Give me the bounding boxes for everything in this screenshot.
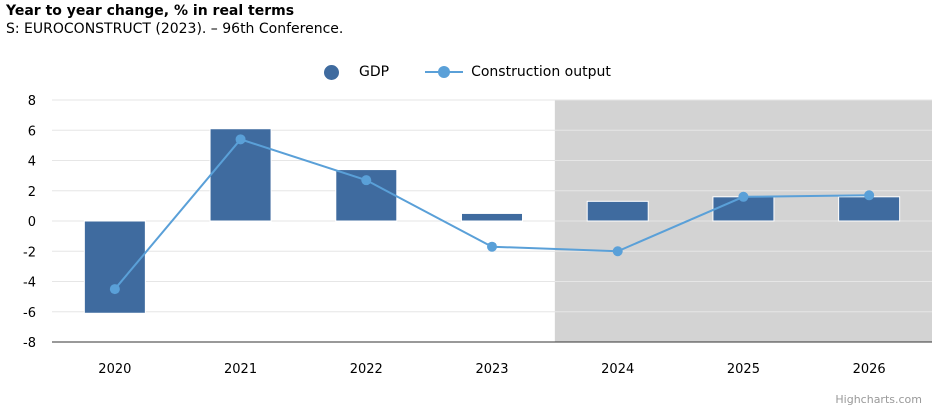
gdp-bar: [586, 200, 649, 222]
legend-line-marker-icon: [425, 66, 464, 78]
legend-item-construction-output[interactable]: Construction output: [425, 64, 611, 80]
x-tick-label: 2022: [350, 362, 383, 377]
y-tick-label: -2: [23, 245, 36, 260]
x-tick-label: 2026: [853, 362, 886, 377]
y-tick-label: 0: [28, 215, 36, 230]
legend-construction-output-label: Construction output: [471, 64, 611, 80]
chart-title: Year to year change, % in real terms: [6, 3, 295, 19]
y-tick-label: 4: [28, 155, 36, 170]
construction-output-point: [361, 175, 372, 186]
legend-gdp-label: GDP: [359, 64, 390, 80]
x-tick-label: 2020: [98, 362, 131, 377]
construction-output-point: [738, 191, 749, 202]
credits-link[interactable]: Highcharts.com: [835, 393, 922, 406]
x-tick-label: 2024: [601, 362, 634, 377]
construction-output-point: [487, 241, 497, 252]
y-tick-label: -8: [23, 336, 36, 351]
construction-output-point: [612, 246, 623, 257]
x-tick-label: 2025: [727, 362, 760, 377]
gdp-bar: [461, 212, 523, 222]
y-tick-label: 2: [28, 185, 36, 200]
y-tick-label: -6: [23, 306, 36, 321]
gdp-bar: [838, 196, 901, 222]
construction-output-point: [864, 190, 875, 201]
gdp-bar: [83, 220, 146, 314]
construction-output-point: [109, 284, 120, 295]
legend: GDP Construction output: [324, 61, 611, 83]
chart-subtitle: S: EUROCONSTRUCT (2023). – 96th Conferen…: [6, 21, 344, 37]
construction-output-point: [235, 134, 246, 145]
legend-item-gdp[interactable]: GDP: [324, 64, 389, 80]
y-tick-label: 6: [28, 124, 36, 139]
x-tick-label: 2021: [224, 362, 257, 377]
x-tick-label: 2023: [475, 362, 508, 377]
legend-gdp-marker-icon: [324, 64, 339, 80]
y-tick-label: -4: [23, 276, 36, 291]
y-tick-label: 8: [28, 94, 36, 109]
